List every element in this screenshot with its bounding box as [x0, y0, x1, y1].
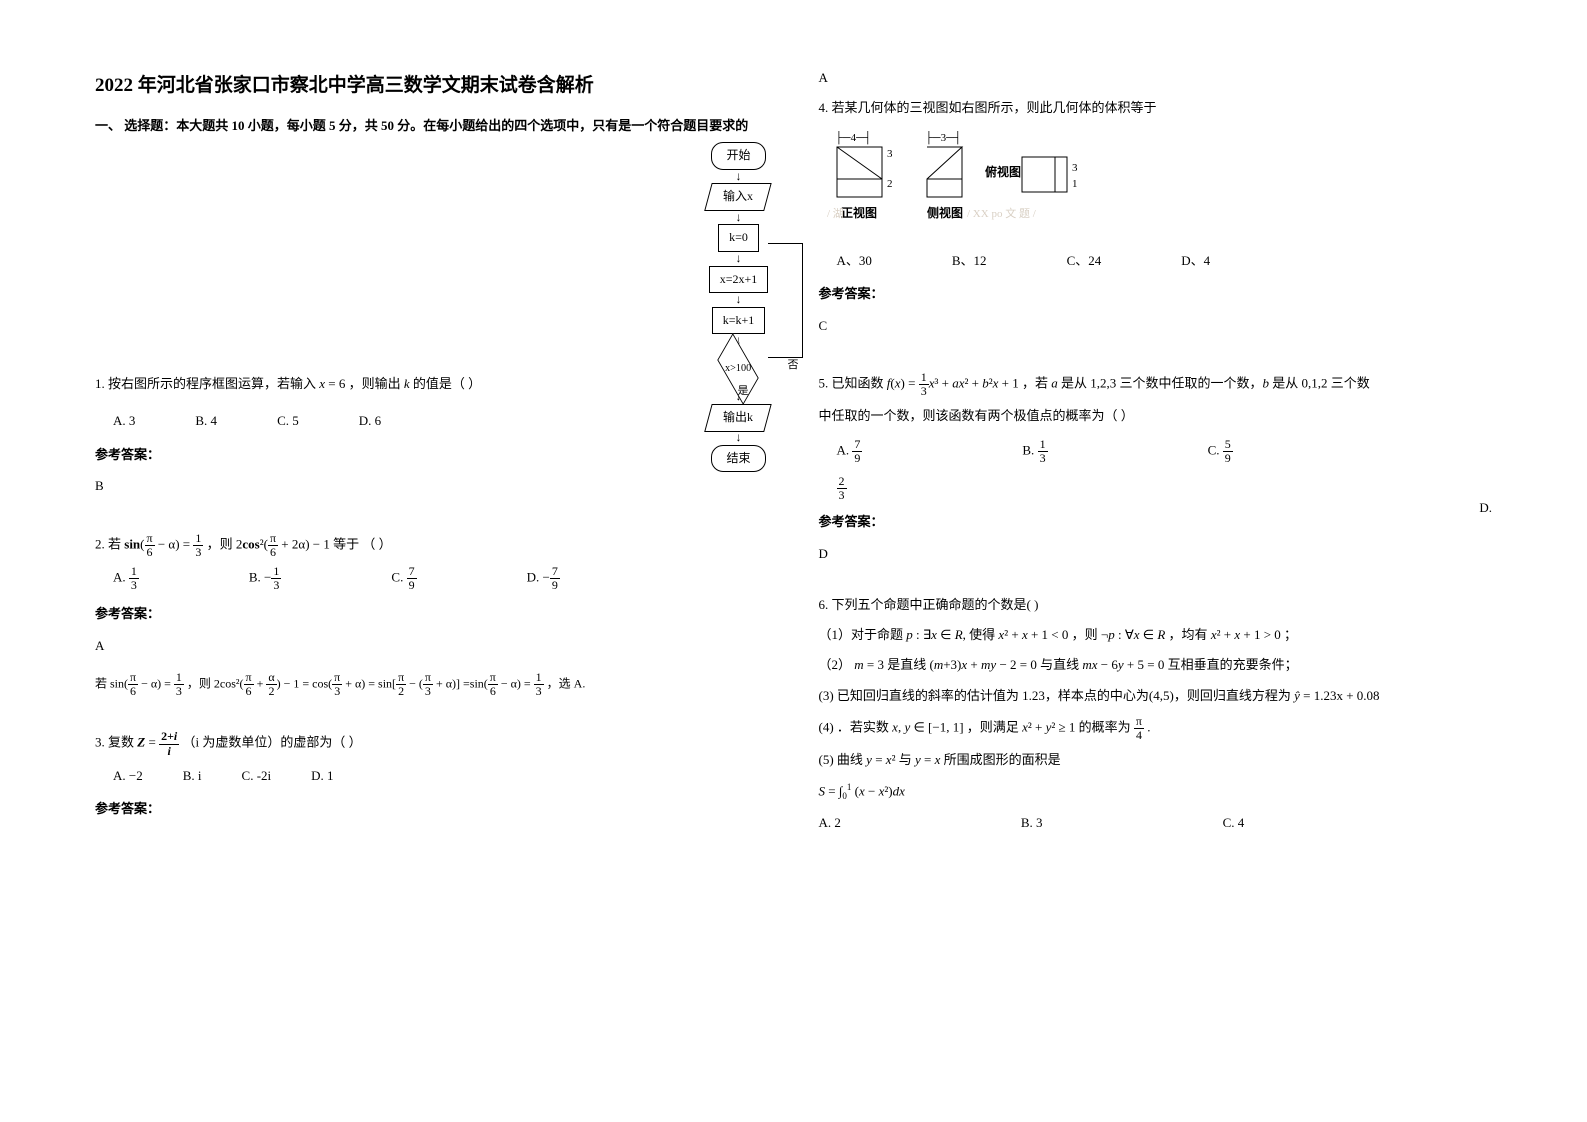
- svg-text:/ 湖: / 湖: [827, 207, 844, 220]
- q6-opt-c: C. 4: [1223, 811, 1245, 834]
- q1-opt-c: C. 5: [277, 409, 299, 432]
- section-header: 一、 选择题：本大题共 10 小题，每小题 5 分，共 50 分。在每小题给出的…: [95, 115, 769, 134]
- svg-text:俯视图: 俯视图: [985, 164, 1021, 179]
- svg-text:正视图: 正视图: [841, 205, 877, 220]
- q4-opt-b: B、12: [952, 249, 987, 272]
- q4-opt-d: D、4: [1181, 249, 1210, 272]
- question-1: 开始 ↓ 输入x ↓ k=0 ↓ x=2x+1 ↓ k=k+1 ↓ x>100 …: [95, 142, 769, 512]
- question-3: 3. 复数 Z = 2+ii （i 为虚数单位）的虚部为（ ） A. −2 B.…: [95, 724, 769, 828]
- q4-opt-c: C、24: [1067, 249, 1102, 272]
- q2-stem: 2. 若 sin(π6 − α) = 13 ，则 2cos²(π6 + 2α) …: [95, 532, 769, 559]
- svg-text:/ XX po 文 题 /: / XX po 文 题 /: [967, 206, 1037, 220]
- fc-input: 输入x: [705, 183, 772, 211]
- q6-item-5: (5) 曲线 y = x² 与 y = x 所围成图形的面积是: [819, 748, 1493, 773]
- q5-stem: 5. 已知函数 f(x) = 13x³ + ax² + b²x + 1 ，若 a…: [819, 371, 1493, 398]
- q1-answer: B: [95, 474, 769, 497]
- doc-title: 2022 年河北省张家口市察北中学高三数学文期末试卷含解析: [95, 70, 769, 97]
- q4-answer: C: [819, 314, 1493, 337]
- q1-opt-d: D. 6: [359, 409, 381, 432]
- fc-arrow: ↓: [735, 172, 741, 182]
- fc-output: 输出k: [705, 404, 772, 432]
- question-6: 6. 下列五个命题中正确命题的个数是( ) （1）对于命题 p : ∃x ∈ R…: [819, 593, 1493, 844]
- q1-opt-b: B. 4: [195, 409, 217, 432]
- q6-opt-b: B. 3: [1021, 811, 1043, 834]
- flowchart-diagram: 开始 ↓ 输入x ↓ k=0 ↓ x=2x+1 ↓ k=k+1 ↓ x>100 …: [708, 142, 768, 472]
- fc-end: 结束: [711, 445, 765, 473]
- fc-arrow: ↓: [735, 433, 741, 443]
- q5-opt-c: C. 59: [1208, 438, 1233, 465]
- q1-options: A. 3 B. 4 C. 5 D. 6: [113, 409, 698, 432]
- svg-text:├─3─┤: ├─3─┤: [925, 130, 962, 145]
- q5-opt-d-val: 23: [837, 475, 1493, 502]
- question-5: 5. 已知函数 f(x) = 13x³ + ax² + b²x + 1 ，若 a…: [819, 365, 1493, 579]
- q3-opt-b: B. i: [183, 764, 202, 787]
- q5-opt-a: A. 79: [837, 438, 863, 465]
- q4-text: 4. 若某几何体的三视图如右图所示，则此几何体的体积等于: [819, 96, 1493, 119]
- fc-no: 否: [787, 356, 798, 376]
- q6-item-2: （2） m = 3 是直线 (m+3)x + my − 2 = 0 与直线 mx…: [819, 653, 1493, 678]
- q3-opt-d: D. 1: [311, 764, 333, 787]
- q5-opt-b: B. 13: [1022, 438, 1047, 465]
- fc-diamond-wrap: x>100 否 是: [713, 348, 763, 390]
- q4-options: A、30 B、12 C、24 D、4: [837, 249, 1493, 272]
- fc-loop-line: [768, 243, 803, 358]
- q5-options: A. 79 B. 13 C. 59: [837, 438, 1493, 465]
- q6-text: 6. 下列五个命题中正确命题的个数是( ): [819, 593, 1493, 616]
- fc-arrow: ↓: [735, 295, 741, 305]
- q2-options: A. 13 B. −13 C. 79 D. −79: [113, 565, 769, 592]
- q2-opt-d: D. −79: [527, 565, 560, 592]
- fc-yes: 是: [737, 382, 748, 402]
- q2-opt-a: A. 13: [113, 565, 139, 592]
- q6-opt-a: A. 2: [819, 811, 841, 834]
- q5-opt-d-letter: D.: [1479, 500, 1492, 516]
- q1-opt-a: A. 3: [113, 409, 135, 432]
- svg-text:3: 3: [887, 148, 893, 160]
- q5-answer: D: [819, 542, 1493, 565]
- q3-opt-a: A. −2: [113, 764, 143, 787]
- q4-opt-a: A、30: [837, 249, 872, 272]
- svg-text:3: 3: [1072, 162, 1078, 174]
- q6-item-3: (3) 已知回归直线的斜率的估计值为 1.23，样本点的中心为(4,5)，则回归…: [819, 684, 1493, 709]
- q2-explain: 若 sin(π6 − α) = 13 ，则 2cos²(π6 + α2) − 1…: [95, 671, 769, 698]
- q3-text: 3. 复数 Z = 2+ii （i 为虚数单位）的虚部为（ ）: [95, 730, 769, 757]
- fc-arrow: ↓: [735, 254, 741, 264]
- q6-options: A. 2 B. 3 C. 4: [819, 811, 1493, 834]
- q2-opt-b: B. −13: [249, 565, 282, 592]
- q5-answer-label: 参考答案：: [819, 510, 1493, 533]
- svg-text:├─4─┤: ├─4─┤: [835, 130, 872, 145]
- question-2: 2. 若 sin(π6 − α) = 13 ，则 2cos²(π6 + 2α) …: [95, 526, 769, 705]
- svg-text:1: 1: [1072, 178, 1078, 190]
- q3-options: A. −2 B. i C. -2i D. 1: [113, 764, 769, 787]
- fc-step3: k=k+1: [712, 307, 766, 335]
- q6-item-1: （1）对于命题 p : ∃x ∈ R, 使得 x² + x + 1 < 0 ，则…: [819, 623, 1493, 648]
- right-column: A 4. 若某几何体的三视图如右图所示，则此几何体的体积等于 ├─4─┤ 3 2…: [819, 70, 1493, 1052]
- q4-answer-label: 参考答案：: [819, 282, 1493, 305]
- q5-stem-2: 中任取的一个数，则该函数有两个极值点的概率为（ ）: [819, 404, 1493, 427]
- q2-opt-c: C. 79: [391, 565, 416, 592]
- svg-text:侧视图: 侧视图: [927, 205, 963, 220]
- left-column: 2022 年河北省张家口市察北中学高三数学文期末试卷含解析 一、 选择题：本大题…: [95, 70, 769, 1052]
- q3-opt-c: C. -2i: [242, 764, 272, 787]
- views-diagram: ├─4─┤ 3 2 ├─3─┤ 3 1 正视图 侧视: [827, 129, 1493, 236]
- q1-text: 1. 按右图所示的程序框图运算，若输入 x = 6 ，则输出 k 的值是（ ）: [95, 372, 769, 395]
- fc-start: 开始: [711, 142, 765, 170]
- question-4: 4. 若某几何体的三视图如右图所示，则此几何体的体积等于 ├─4─┤ 3 2 ├…: [819, 96, 1493, 351]
- q6-formula-5: S = ∫01 (x − x²)dx: [819, 779, 1493, 805]
- q6-item-4: (4) ．若实数 x, y ∈ [−1, 1] ，则满足 x² + y² ≥ 1…: [819, 715, 1493, 742]
- fc-step1: k=0: [718, 224, 759, 252]
- q2-answer: A: [95, 634, 769, 657]
- fc-arrow: ↓: [735, 213, 741, 223]
- q3-answer-label: 参考答案：: [95, 797, 769, 820]
- q2-answer-label: 参考答案：: [95, 602, 769, 625]
- fc-step2: x=2x+1: [709, 266, 769, 294]
- svg-text:2: 2: [887, 178, 893, 190]
- q3-answer: A: [819, 70, 1493, 86]
- q1-answer-label: 参考答案：: [95, 443, 769, 466]
